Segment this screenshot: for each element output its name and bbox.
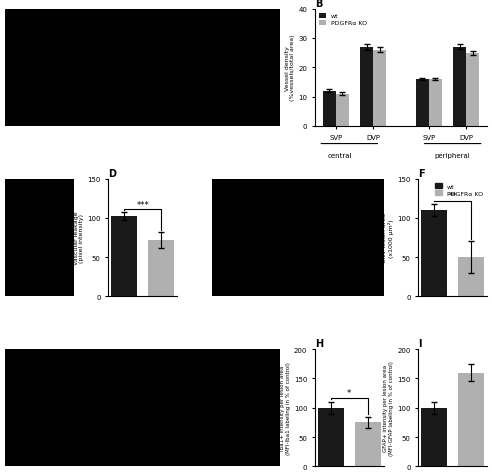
Text: E: E — [212, 169, 218, 178]
Bar — [466, 53, 479, 127]
Bar — [421, 211, 447, 297]
Text: *: * — [347, 388, 351, 397]
Text: G: G — [5, 338, 13, 348]
Text: B: B — [315, 0, 322, 9]
Bar — [355, 423, 381, 466]
Y-axis label: GFAP+ intensity per lesion area
(MFI-GFAP labeling in % of control): GFAP+ intensity per lesion area (MFI-GFA… — [383, 360, 394, 455]
Text: C: C — [5, 169, 12, 178]
Bar — [421, 408, 447, 466]
Bar — [360, 48, 373, 127]
Text: D: D — [108, 169, 116, 178]
Text: peripheral: peripheral — [435, 152, 470, 159]
Bar — [373, 50, 386, 127]
Bar — [323, 91, 336, 127]
Y-axis label: Iba1+ intensity per lesion area
(MFI-Iba1 labeling in % of control): Iba1+ intensity per lesion area (MFI-Iba… — [280, 362, 291, 454]
Text: H: H — [315, 338, 323, 348]
Text: central: central — [327, 152, 352, 159]
Bar — [148, 240, 174, 297]
Bar — [111, 217, 137, 297]
Y-axis label: CNV lesion area
(x1000 μm²): CNV lesion area (x1000 μm²) — [382, 213, 394, 263]
Text: **: ** — [448, 191, 457, 200]
Bar — [458, 373, 484, 466]
Text: A: A — [5, 0, 12, 9]
Text: F: F — [418, 169, 425, 178]
Text: I: I — [418, 338, 422, 348]
Bar — [458, 258, 484, 297]
Bar — [336, 94, 349, 127]
Bar — [416, 80, 429, 127]
Y-axis label: Vascular leakage
(pixel intensity): Vascular leakage (pixel intensity) — [73, 211, 84, 265]
Y-axis label: Vessel density
(%vessels/total area): Vessel density (%vessels/total area) — [285, 35, 296, 101]
Bar — [318, 408, 344, 466]
Bar — [429, 80, 442, 127]
Text: ***: *** — [136, 200, 149, 209]
Legend: wt, PDGFRα KO: wt, PDGFRα KO — [434, 182, 484, 198]
Legend: wt, PDGFRα KO: wt, PDGFRα KO — [318, 13, 368, 28]
Bar — [453, 48, 466, 127]
